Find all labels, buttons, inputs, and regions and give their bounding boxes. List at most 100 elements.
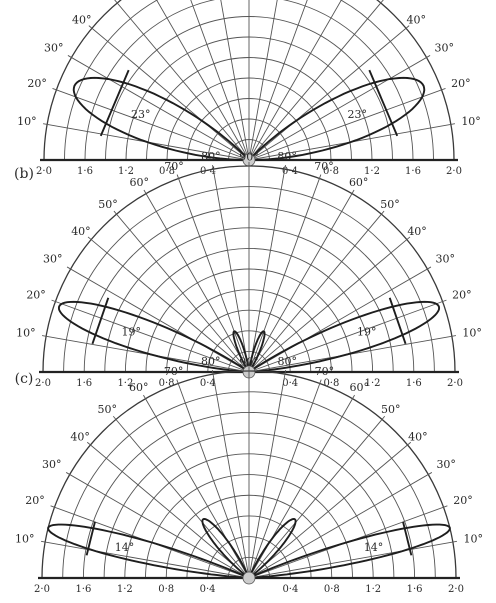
angle-label: 20° [453, 494, 473, 507]
radial-spoke [87, 236, 250, 373]
angle-label: 20° [452, 288, 472, 301]
angle-marker [99, 69, 130, 137]
angle-label: 10° [16, 327, 36, 340]
radial-spoke [67, 55, 250, 161]
radial-label-right: 2·0 [447, 378, 463, 389]
radial-label-right: 0·8 [323, 166, 339, 177]
angle-label: 50° [98, 403, 118, 416]
radial-spoke [248, 0, 342, 161]
radial-label-right: 1·2 [365, 584, 381, 595]
radial-spoke [86, 441, 250, 579]
angle-label: 30° [43, 253, 63, 266]
radial-label-left: 1·2 [118, 166, 134, 177]
angle-marker [91, 297, 110, 345]
radial-spoke [220, 0, 250, 161]
angle-label: 60° [130, 176, 150, 189]
radial-spoke [211, 369, 250, 579]
angle-label: 50° [380, 198, 400, 211]
radial-spoke [248, 540, 458, 579]
radial-spoke [51, 299, 250, 373]
radial-spoke [212, 164, 250, 373]
lobe-angle-annotation: 23° [347, 108, 367, 121]
radial-label-right: 0·4 [282, 378, 298, 389]
lobe-angle-annotation: 19° [357, 325, 377, 338]
angle-label: 50° [98, 198, 118, 211]
angle-label: 50° [381, 403, 401, 416]
radial-spoke [112, 415, 250, 579]
lobe-angle-annotation: 14° [115, 541, 135, 554]
radiation-lobe-right [246, 517, 297, 581]
radial-spoke [248, 210, 385, 373]
radial-spoke [176, 379, 250, 579]
angle-label: 20° [451, 77, 471, 90]
angle-label: 40° [408, 430, 428, 443]
radial-spoke [176, 174, 250, 373]
grid-circle [64, 0, 434, 161]
radial-spoke [248, 236, 411, 373]
radial-spoke [248, 415, 386, 579]
radial-label-left: 0·4 [200, 378, 216, 389]
radial-label-right: 0·4 [282, 166, 298, 177]
angle-label: 40° [70, 430, 90, 443]
angle-label: 10° [463, 532, 483, 545]
angle-label: 30° [435, 41, 455, 54]
radial-label-left: 1·6 [76, 378, 92, 389]
radial-spoke [248, 174, 322, 373]
angle-label: 30° [436, 458, 456, 471]
angle-label: 80° [277, 150, 297, 163]
radial-label-right: 1·2 [364, 166, 380, 177]
angle-label: 70° [164, 160, 184, 173]
angle-label: 80° [278, 355, 298, 368]
panel-b: (b) 10° 20° 30° 40° 50° 60° 70° 80° 90° 80° 70° 60° 5… [14, 150, 482, 389]
radiation-lobe-right [246, 76, 426, 161]
angle-label: 10° [461, 115, 481, 128]
radial-spoke [156, 0, 250, 161]
radiation-lobe-left [57, 300, 250, 373]
angle-label: 20° [25, 494, 45, 507]
radial-label-left: 0·4 [200, 166, 216, 177]
angle-marker [85, 521, 96, 556]
radial-label-right: 1·2 [365, 378, 381, 389]
radial-label-left: 1·6 [77, 166, 93, 177]
angle-label: 80° [201, 150, 221, 163]
radial-label-left: 2·0 [35, 378, 51, 389]
radial-spoke [88, 25, 250, 161]
radial-label-right: 1·6 [407, 584, 423, 595]
radial-spoke [248, 55, 431, 161]
radial-label-left: 1·2 [117, 378, 133, 389]
angle-label: 60° [129, 381, 149, 394]
radiation-lobe-left [47, 523, 250, 579]
angle-label: 40° [71, 225, 91, 238]
angle-label: 30° [42, 458, 62, 471]
radial-spoke [248, 189, 355, 373]
lobe-angle-annotation: 23° [131, 108, 151, 121]
angle-label: 30° [44, 41, 64, 54]
angle-label: 70° [314, 160, 334, 173]
radial-spoke [190, 0, 250, 161]
angle-marker [368, 69, 399, 137]
radial-label-right: 2·0 [448, 584, 464, 595]
radial-spoke [113, 210, 250, 373]
panel-label: (c) [15, 371, 34, 387]
angle-label: 90° [239, 356, 259, 369]
radial-label-right: 0·8 [323, 378, 339, 389]
radiation-lobe-left [232, 330, 250, 373]
angle-label: 10° [462, 327, 482, 340]
angle-label: 40° [72, 14, 92, 27]
radial-spoke [248, 379, 322, 579]
radial-label-right: 1·6 [406, 378, 422, 389]
radial-spoke [248, 441, 412, 579]
radial-spoke [248, 0, 278, 161]
radial-spoke [248, 369, 287, 579]
radial-spoke [248, 88, 446, 161]
radial-label-left: 1·2 [117, 584, 133, 595]
angle-label: 10° [15, 532, 35, 545]
radial-spoke [52, 88, 250, 161]
panel-label: (b) [14, 166, 34, 182]
angle-label: 40° [406, 14, 426, 27]
radial-label-left: 1·6 [75, 584, 91, 595]
lobe-angle-annotation: 19° [122, 325, 142, 338]
panel-c: (c) 10° 20° 30° 40° 50° 60° 70° 80° 90° 80° 70° 60° 5… [15, 355, 483, 595]
